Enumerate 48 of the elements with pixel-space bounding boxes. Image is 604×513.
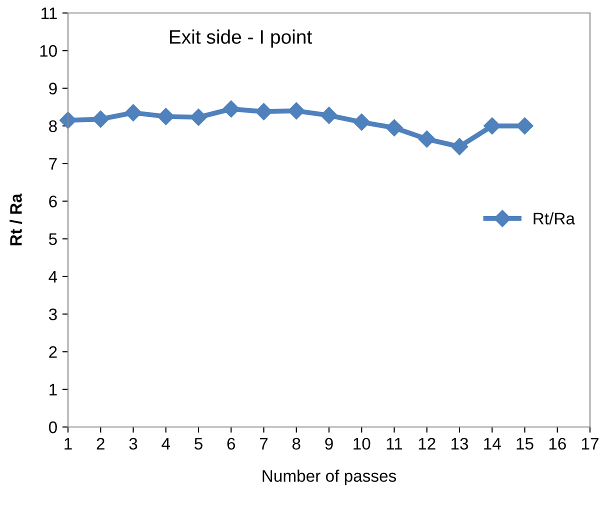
x-tick-label: 9	[325, 438, 333, 450]
x-tick-label: 11	[386, 438, 402, 450]
point	[450, 138, 468, 156]
x-tick-label: 13	[452, 438, 468, 450]
y-tick-label: 0	[48, 421, 57, 434]
point	[190, 108, 208, 126]
point	[124, 104, 142, 122]
point	[418, 130, 436, 148]
x-tick-label: 1	[64, 438, 72, 450]
y-tick-label: 4	[48, 271, 58, 282]
y-tick-label: 1	[50, 384, 57, 396]
y-tick-label: 8	[49, 120, 57, 132]
y-tick-label: 7	[49, 158, 57, 170]
y-tick-label: 6	[49, 196, 57, 208]
x-tick-label: 4	[162, 438, 170, 450]
x-tick-label: 7	[260, 438, 268, 450]
x-tick-label: 8	[292, 438, 300, 450]
point	[222, 100, 240, 118]
x-tick-label: 3	[129, 438, 138, 450]
y-tick-label: 11	[42, 8, 57, 20]
x-tick-label: 17	[582, 438, 598, 450]
legend-label: Rt/Ra	[534, 212, 575, 224]
point	[516, 117, 534, 134]
x-tick-label: 15	[516, 438, 534, 450]
x-tick-label: 6	[227, 438, 236, 450]
point	[320, 106, 338, 124]
x-tick-label: 5	[194, 438, 202, 450]
point	[255, 103, 272, 120]
point	[288, 102, 305, 120]
point	[353, 114, 370, 131]
x-tick-label: 16	[549, 438, 566, 450]
y-tick-label: 2	[49, 346, 57, 358]
x-tick-label: 10	[354, 438, 370, 450]
x-tick-label: 14	[484, 438, 501, 450]
y-tick-label: 3	[48, 308, 57, 320]
x-tick-label: 12	[418, 438, 436, 450]
point	[157, 108, 174, 126]
x-axis-title: Number of passes	[262, 470, 396, 486]
y-tick-label: 10	[40, 45, 57, 57]
point	[484, 117, 501, 134]
x-tick-label: 2	[96, 438, 104, 450]
y-tick-label: 5	[48, 233, 57, 246]
point	[92, 110, 110, 128]
text: Exit side - I point	[170, 30, 312, 48]
y-tick-label: 9	[49, 82, 57, 94]
point	[386, 119, 403, 136]
y-axis-title: Rt / Ra	[10, 194, 22, 246]
point	[59, 112, 77, 129]
